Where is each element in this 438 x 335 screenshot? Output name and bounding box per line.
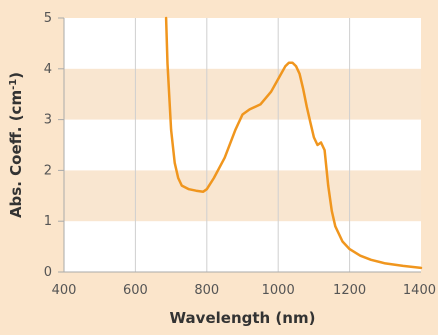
y-tick-label-4: 4 [44, 62, 52, 77]
alternating-bands [64, 68, 421, 222]
x-tick-labels: 400 600 800 1000 1200 1400 [52, 283, 436, 298]
vertical-gridlines [134, 18, 351, 272]
y-axis-title-superscript: -1 [8, 79, 19, 90]
x-tick-label-800: 800 [194, 283, 219, 298]
y-tick-label-0: 0 [44, 265, 52, 280]
y-tick-marks [58, 17, 64, 273]
y-tick-label-2: 2 [44, 163, 52, 178]
plot-background [64, 18, 421, 272]
x-tick-label-600: 600 [123, 283, 148, 298]
band-1-2 [64, 170, 421, 222]
y-tick-labels: 0 1 2 3 4 5 [44, 11, 52, 280]
x-tick-label-1400: 1400 [403, 283, 436, 298]
y-axis-title: Abs. Coeff. (cm-1) [7, 72, 25, 218]
x-tick-label-1000: 1000 [262, 283, 295, 298]
y-axis-title-close: ) [7, 72, 25, 79]
y-tick-label-3: 3 [44, 113, 52, 128]
x-axis-title: Wavelength (nm) [170, 309, 316, 327]
x-tick-label-1200: 1200 [333, 283, 366, 298]
x-tick-label-400: 400 [52, 283, 77, 298]
y-axis-title-main: Abs. Coeff. (cm [7, 90, 25, 218]
band-3-4 [64, 68, 421, 120]
y-tick-label-5: 5 [44, 11, 52, 26]
series-line [164, 16, 423, 270]
y-tick-label-1: 1 [44, 214, 52, 229]
